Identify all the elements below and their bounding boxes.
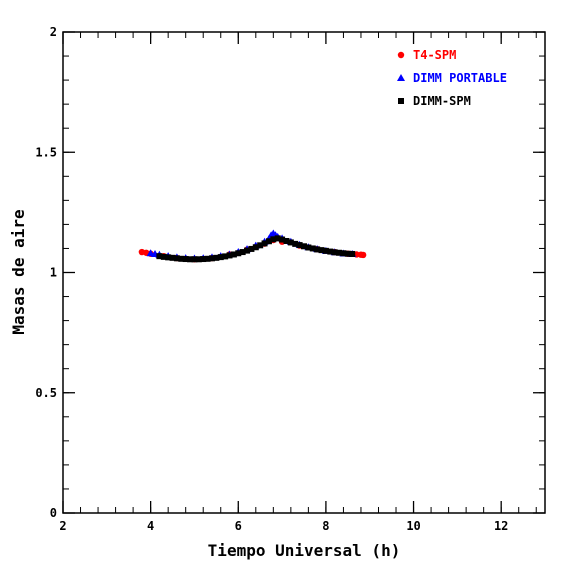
data-point-dimm-spm (195, 256, 202, 263)
data-point-dimm-spm (204, 255, 211, 262)
x-tick-label: 2 (59, 519, 66, 533)
legend-label-dimm-portable: DIMM PORTABLE (413, 71, 507, 85)
data-point-dimm-spm (287, 239, 294, 246)
data-point-dimm-spm (213, 254, 220, 261)
y-tick-label: 2 (50, 25, 57, 39)
data-point-dimm-spm (336, 249, 343, 256)
data-point-dimm-spm (208, 255, 215, 262)
x-tick-label: 8 (322, 519, 329, 533)
data-point-dimm-spm (217, 254, 224, 261)
data-point-dimm-spm (169, 254, 176, 261)
tick-labels: 2 4 6 8 10 12 0 0.5 1 1.5 2 (35, 25, 508, 533)
data-point-dimm-spm (156, 253, 163, 260)
data-point-dimm-spm (252, 244, 259, 251)
data-point-t4-spm (359, 251, 367, 259)
legend-label-t4-spm: T4-SPM (413, 48, 456, 62)
data-point-dimm-spm (322, 247, 329, 254)
axis-ticks (62, 31, 545, 514)
x-tick-label: 12 (494, 519, 508, 533)
data-point-dimm-spm (318, 247, 325, 254)
plot-frame (62, 31, 546, 514)
series-dimm-spm (156, 235, 356, 263)
data-point-dimm-spm (279, 236, 286, 243)
data-point-dimm-spm (165, 254, 172, 261)
data-point-dimm-spm (340, 250, 347, 257)
data-point-dimm-spm (230, 251, 237, 258)
x-tick-label: 6 (235, 519, 242, 533)
y-axis-title: Masas de aire (9, 209, 28, 334)
data-point-dimm-spm (314, 246, 321, 253)
data-point-dimm-spm (226, 252, 233, 259)
data-point-dimm-spm (244, 247, 251, 254)
legend-marker-t4-spm (397, 51, 405, 59)
data-point-dimm-spm (257, 242, 264, 249)
data-point-dimm-spm (292, 240, 299, 247)
y-tick-label: 0 (50, 506, 57, 520)
data-point-dimm-spm (331, 249, 338, 256)
data-point-dimm-spm (309, 245, 316, 252)
x-tick-label: 4 (147, 519, 154, 533)
data-point-dimm-spm (222, 253, 229, 260)
data-point-dimm-spm (349, 250, 356, 257)
data-point-dimm-spm (296, 242, 303, 249)
y-tick-label: 1.5 (35, 145, 57, 159)
legend: T4-SPM DIMM PORTABLE DIMM-SPM (397, 48, 507, 108)
data-point-dimm-spm (235, 250, 242, 257)
data-points (138, 229, 367, 263)
data-point-dimm-spm (187, 256, 194, 263)
legend-marker-dimm-spm (398, 98, 404, 104)
data-point-dimm-spm (239, 249, 246, 256)
data-point-dimm-spm (173, 255, 180, 262)
data-point-dimm-spm (327, 248, 334, 255)
data-point-dimm-spm (344, 250, 351, 257)
legend-label-dimm-spm: DIMM-SPM (413, 94, 471, 108)
data-point-dimm-spm (191, 256, 198, 263)
y-tick-label: 0.5 (35, 386, 57, 400)
data-point-dimm-spm (283, 237, 290, 244)
data-point-dimm-spm (274, 235, 281, 242)
data-point-dimm-spm (200, 256, 207, 263)
data-point-dimm-spm (261, 240, 268, 247)
data-point-dimm-spm (305, 244, 312, 251)
y-tick-label: 1 (50, 266, 57, 280)
data-point-dimm-spm (265, 238, 272, 245)
data-point-dimm-spm (160, 253, 167, 260)
legend-marker-dimm-portable (397, 74, 405, 81)
data-point-dimm-spm (182, 256, 189, 263)
data-point-dimm-spm (178, 255, 185, 262)
x-tick-label: 10 (406, 519, 420, 533)
data-point-dimm-spm (270, 236, 277, 243)
x-axis-title: Tiempo Universal (h) (208, 541, 401, 560)
data-point-dimm-spm (248, 245, 255, 252)
data-point-dimm-spm (301, 243, 307, 250)
